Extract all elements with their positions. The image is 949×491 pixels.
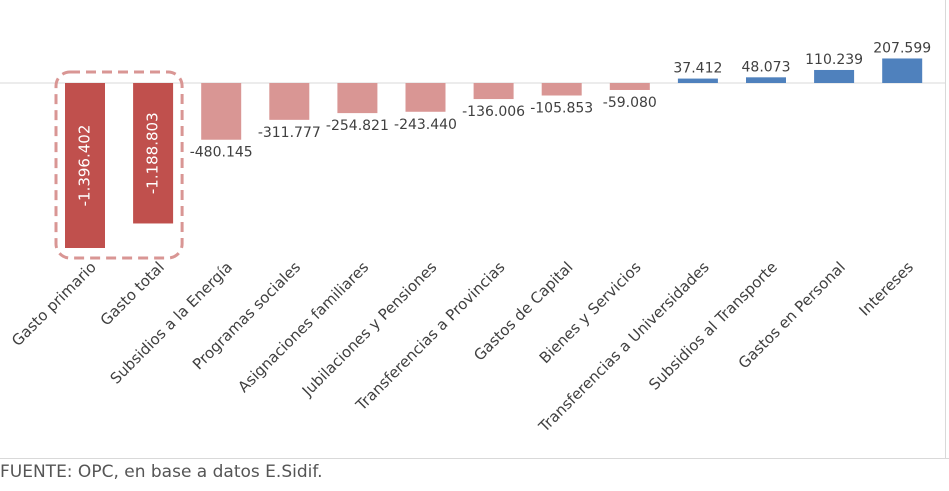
category-label: Gasto primario: [8, 258, 100, 350]
data-label: 48.073: [742, 59, 791, 75]
bar: [337, 83, 378, 114]
data-label: -480.145: [190, 145, 253, 161]
highlight-frame: [54, 70, 184, 260]
data-label: -254.821: [326, 118, 389, 134]
bar: [201, 83, 242, 140]
bar: [541, 83, 582, 96]
bar: [405, 83, 446, 112]
source-note: FUENTE: OPC, en base a datos E.Sidif.: [0, 462, 323, 482]
bar: [269, 83, 310, 120]
data-label: -59.080: [603, 95, 657, 111]
data-label: 37.412: [673, 61, 722, 77]
data-label: -105.853: [530, 101, 593, 117]
bottom-border: [0, 458, 949, 459]
bar: [814, 69, 855, 83]
waterfall-bar-chart: -1.396.402 Gasto primario -1.188.803 Gasto …: [0, 40, 945, 436]
data-label: -1.188.803: [144, 112, 162, 194]
data-label: 110.239: [805, 52, 863, 68]
data-label: -311.777: [258, 125, 321, 141]
bar: [133, 83, 174, 224]
bar: [609, 83, 650, 90]
data-label: -243.440: [394, 117, 457, 133]
category-label: Gasto total: [97, 258, 168, 329]
data-label: 207.599: [873, 40, 931, 56]
category-label: Asignaciones familiares: [234, 258, 372, 396]
category-label: Subsidios al Transporte: [645, 258, 781, 394]
category-label: Intereses: [856, 258, 918, 320]
category-label: Jubilaciones y Pensiones: [298, 258, 441, 401]
data-label: -1.396.402: [76, 125, 94, 207]
category-label: Subsidios a la Energía: [107, 258, 236, 387]
bar: [65, 83, 105, 248]
bar: [677, 78, 718, 83]
bar: [746, 77, 786, 83]
data-label: -136.006: [462, 104, 525, 120]
bar: [882, 58, 923, 83]
bar: [473, 83, 514, 100]
right-border: [945, 0, 946, 459]
